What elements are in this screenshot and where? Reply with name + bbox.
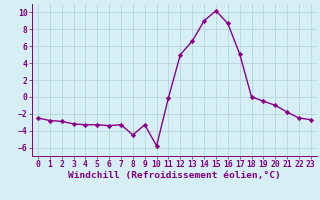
X-axis label: Windchill (Refroidissement éolien,°C): Windchill (Refroidissement éolien,°C) [68,171,281,180]
